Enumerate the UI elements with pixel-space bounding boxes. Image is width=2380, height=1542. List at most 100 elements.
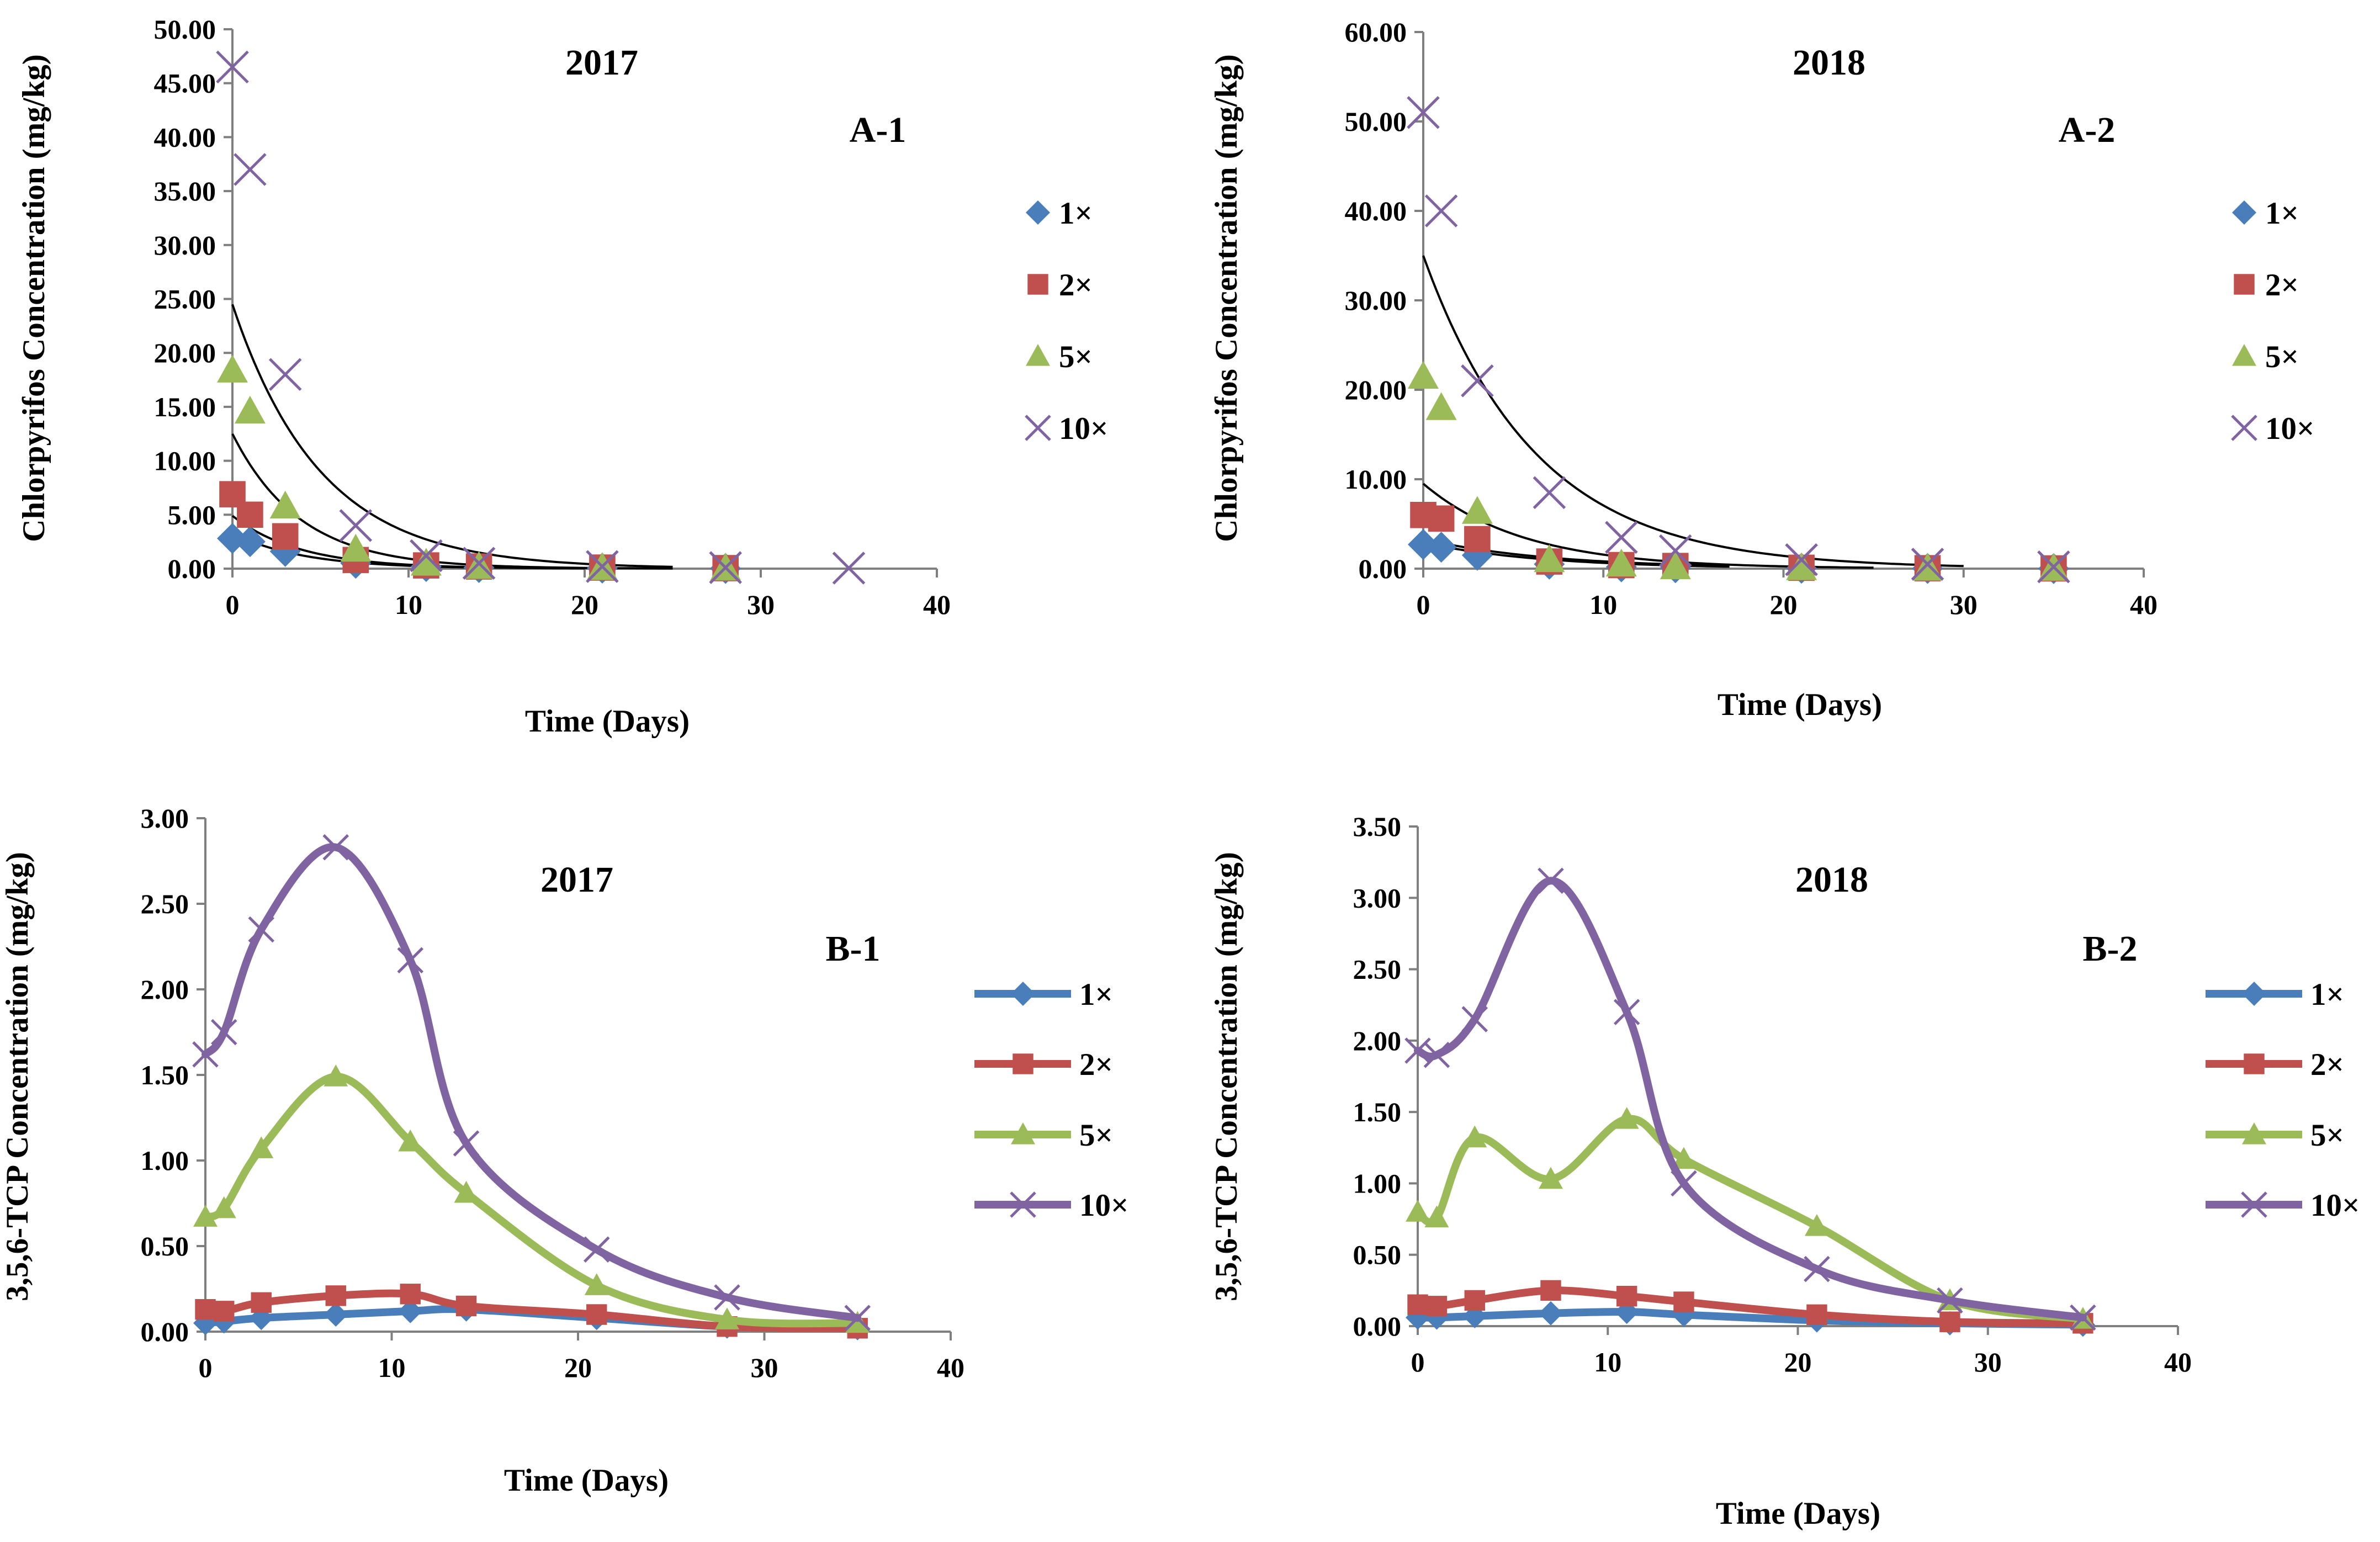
- legend-label-10x-a-2: 10×: [2265, 411, 2314, 446]
- legend-label-2x-b-1: 2×: [1079, 1047, 1113, 1082]
- x-tick-label-b-2: 30: [1974, 1347, 2002, 1377]
- legend-marker-5x-a-1: [1026, 344, 1050, 366]
- chart-panel-b-1: 0.00 0.50 1.00 1.50 2.00 2.50 3.00 0 10 20 30 40 201…: [0, 803, 1128, 1498]
- legend-marker-1x-b-1: [1011, 982, 1035, 1006]
- x-tick-label-a-1: 30: [747, 589, 775, 620]
- data-point-1x-b-2: [1538, 1301, 1563, 1326]
- data-point-10x-a-2: [1407, 96, 1440, 129]
- data-point-5x-b-2: [1804, 1214, 1829, 1236]
- data-point-10x-a-2: [1658, 534, 1692, 568]
- legend-label-1x-b-2: 1×: [2310, 977, 2344, 1012]
- data-point-5x-a-1: [340, 533, 372, 562]
- series-line-5x-b-1: [202, 1073, 862, 1328]
- x-tick-label-a-1: 40: [923, 589, 951, 620]
- x-tick-label-b-2: 0: [1411, 1347, 1425, 1377]
- data-point-10x-a-2: [1461, 364, 1494, 398]
- y-tick-label-b-2: 1.50: [1353, 1096, 1402, 1127]
- panel-label-a-2: A-2: [2059, 110, 2116, 150]
- legend-label-5x-a-2: 5×: [2265, 340, 2299, 374]
- data-point-10x-b-2: [1613, 999, 1640, 1025]
- series-10x-a-2: [1407, 96, 2070, 584]
- x-tick-label-b-1: 0: [199, 1352, 213, 1383]
- data-point-10x-a-1: [339, 509, 373, 542]
- data-point-10x-a-1: [709, 551, 742, 584]
- data-point-10x-a-1: [234, 153, 267, 186]
- data-point-10x-b-2: [2070, 1304, 2096, 1331]
- data-point-10x-b-2: [1804, 1255, 1830, 1283]
- x-tick-label-b-1: 10: [378, 1352, 406, 1383]
- legend-marker-10x-b-2: [2241, 1191, 2267, 1218]
- data-point-10x-b-1: [192, 1041, 219, 1068]
- data-point-10x-b-1: [844, 1305, 871, 1331]
- data-point-2x-b-1: [195, 1299, 216, 1320]
- panel-label-a-1: A-1: [850, 110, 907, 150]
- y-tick-label-b-1: 2.00: [141, 974, 189, 1005]
- legend-marker-1x-b-2: [2242, 982, 2266, 1006]
- data-point-10x-b-2: [1937, 1287, 1963, 1314]
- series-10x-b-2: [1404, 867, 2096, 1331]
- data-point-10x-a-1: [268, 358, 302, 391]
- fit-curve-10x-a-2: [1422, 255, 1964, 568]
- data-point-5x-b-1: [193, 1205, 218, 1227]
- data-point-5x-a-2: [1425, 392, 1457, 420]
- chart-title-b-1: 2017: [540, 860, 613, 900]
- legend-marker-2x-b-1: [1013, 1053, 1033, 1074]
- data-point-10x-a-1: [410, 539, 443, 573]
- data-point-2x-b-1: [214, 1301, 235, 1322]
- data-point-10x-b-1: [397, 947, 424, 974]
- legend-marker-2x-b-2: [2244, 1053, 2265, 1074]
- series-line-5x-b-2: [1414, 1115, 2087, 1323]
- data-point-10x-b-1: [583, 1236, 610, 1263]
- legend-label-1x-a-1: 1×: [1059, 196, 1093, 231]
- data-point-10x-a-2: [1424, 194, 1458, 227]
- data-point-10x-a-1: [462, 547, 496, 580]
- data-point-2x-b-2: [1540, 1280, 1561, 1301]
- x-tick-label-b-1: 30: [751, 1352, 778, 1383]
- legend-label-5x-a-1: 5×: [1059, 340, 1093, 374]
- y-tick-label-a-1: 5.00: [168, 499, 216, 530]
- data-point-5x-b-1: [715, 1307, 739, 1329]
- x-axis-label-b-1: Time (Days): [504, 1463, 669, 1498]
- data-point-10x-b-2: [1461, 1006, 1488, 1032]
- y-tick-label-b-1: 0.50: [141, 1231, 189, 1262]
- x-axis-label-a-2: Time (Days): [1718, 687, 1882, 722]
- chart-title-a-2: 2018: [1793, 43, 1865, 83]
- data-point-1x-b-1: [324, 1302, 348, 1327]
- chart-panel-a-2: 0.00 10.00 20.00 30.00 40.00 50.00 60.00 0 10 20 3…: [1209, 17, 2314, 722]
- data-point-5x-a-2: [1786, 552, 1817, 580]
- data-point-5x-b-2: [1614, 1107, 1639, 1129]
- legend-marker-5x-b-1: [1011, 1122, 1035, 1144]
- data-point-2x-b-1: [400, 1284, 421, 1305]
- data-point-5x-b-1: [324, 1064, 348, 1087]
- y-tick-label-b-1: 1.00: [141, 1145, 189, 1176]
- x-tick-label-a-2: 10: [1589, 589, 1617, 620]
- fit-curve-10x-a-1: [231, 304, 673, 568]
- series-2x-b-2: [1407, 1280, 2093, 1334]
- x-tick-label-b-2: 20: [1784, 1347, 1812, 1377]
- legend-marker-1x-a-2: [2232, 200, 2256, 225]
- y-tick-label-a-2: 20.00: [1345, 374, 1407, 405]
- data-point-10x-b-1: [248, 916, 275, 943]
- y-tick-label-b-2: 3.50: [1353, 811, 1402, 842]
- data-point-2x-b-1: [586, 1304, 607, 1325]
- data-point-5x-b-1: [845, 1311, 870, 1333]
- legend-label-1x-b-1: 1×: [1079, 977, 1113, 1012]
- panel-label-b-2: B-2: [2083, 929, 2138, 969]
- data-point-5x-a-2: [1605, 548, 1637, 577]
- y-tick-label-b-2: 1.00: [1353, 1168, 1402, 1199]
- data-point-2x-b-2: [1673, 1291, 1694, 1312]
- data-point-10x-a-2: [1785, 543, 1818, 576]
- y-tick-label-b-1: 0.00: [141, 1316, 189, 1347]
- y-axis-label-a-1: Chlorpyrifos Concentration (mg/kg): [17, 54, 51, 542]
- data-point-2x-a-2: [1428, 505, 1455, 532]
- series-5x-b-1: [193, 1064, 870, 1333]
- x-tick-label-b-2: 40: [2164, 1347, 2192, 1377]
- x-tick-label-b-1: 40: [937, 1352, 964, 1383]
- legend-marker-10x-a-1: [1025, 415, 1051, 441]
- data-point-5x-a-1: [410, 548, 442, 576]
- data-point-5x-b-1: [454, 1180, 479, 1203]
- data-point-2x-a-1: [237, 501, 263, 528]
- data-point-2x-b-2: [1939, 1311, 1960, 1332]
- data-point-10x-a-1: [832, 552, 866, 585]
- data-point-5x-a-1: [234, 395, 266, 424]
